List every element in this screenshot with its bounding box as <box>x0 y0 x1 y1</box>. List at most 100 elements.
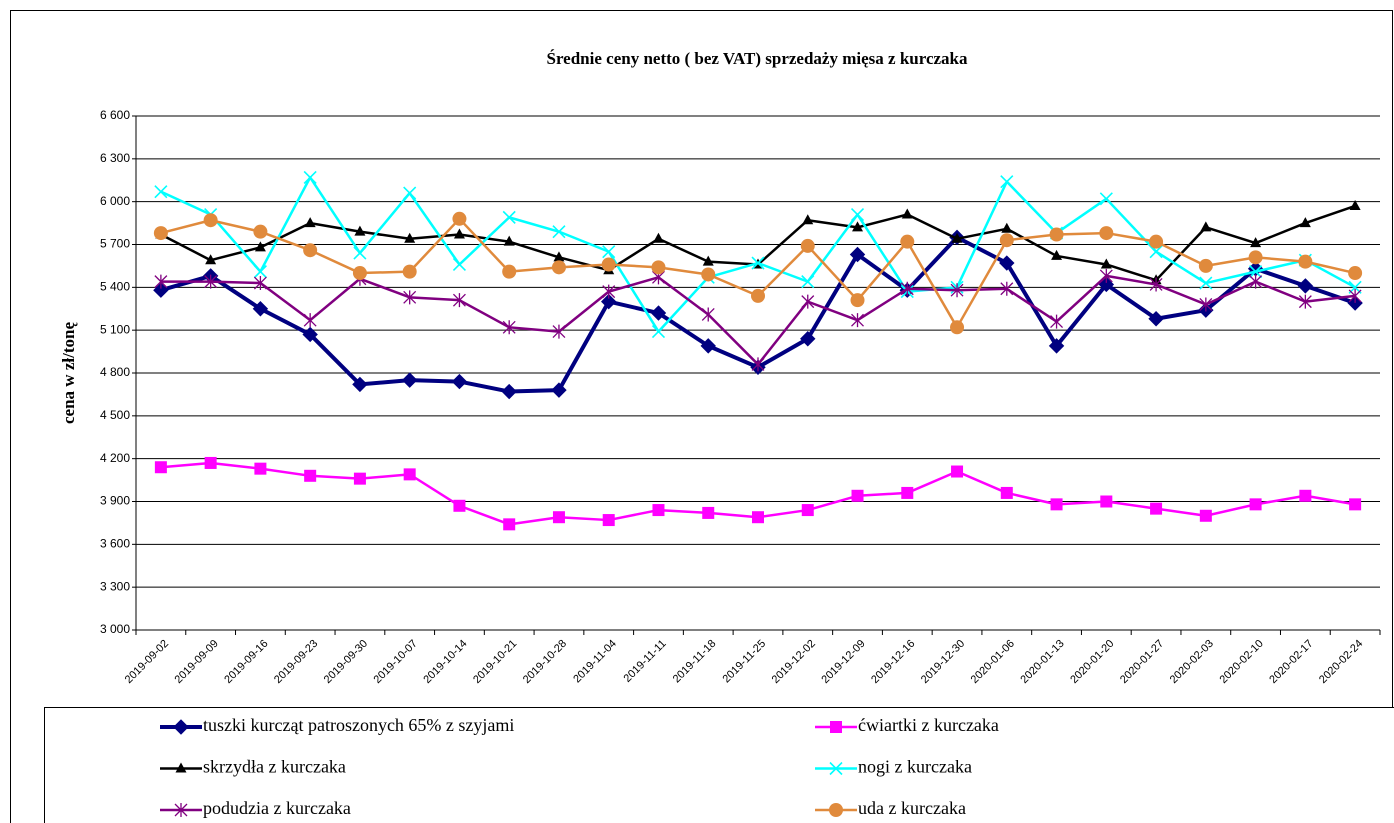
marker <box>852 221 864 232</box>
marker <box>303 313 317 328</box>
marker <box>154 274 168 289</box>
marker <box>701 307 715 322</box>
marker <box>1348 266 1363 281</box>
marker <box>353 246 367 260</box>
y-tick-label: 5 700 <box>100 237 130 251</box>
y-tick-label: 6 000 <box>100 194 130 208</box>
marker <box>403 186 417 200</box>
marker <box>950 320 965 335</box>
marker <box>1249 265 1263 279</box>
legend-label: podudzia z kurczaka <box>203 798 351 818</box>
marker <box>652 504 665 517</box>
marker <box>453 228 465 239</box>
marker <box>403 468 416 481</box>
marker <box>751 256 765 270</box>
marker <box>601 293 617 310</box>
marker <box>851 489 864 502</box>
marker <box>205 254 217 265</box>
marker <box>154 185 168 199</box>
marker <box>1349 199 1361 210</box>
marker <box>551 260 566 275</box>
marker <box>702 506 715 519</box>
marker <box>700 338 716 354</box>
y-tick-label: 3 600 <box>100 537 130 551</box>
marker <box>453 499 466 512</box>
marker <box>801 504 814 517</box>
y-tick-label: 6 300 <box>100 151 130 165</box>
marker <box>900 234 915 249</box>
marker <box>452 211 467 226</box>
legend-label: ćwiartki z kurczaka <box>858 715 999 735</box>
marker <box>254 241 266 252</box>
marker <box>751 357 765 372</box>
marker <box>701 267 716 282</box>
marker <box>850 293 865 308</box>
y-tick-label: 5 100 <box>100 322 130 336</box>
marker <box>1249 498 1262 511</box>
marker <box>552 225 566 239</box>
marker <box>800 331 816 347</box>
marker <box>752 511 764 524</box>
marker <box>402 264 417 279</box>
marker <box>404 232 416 243</box>
marker <box>302 326 318 343</box>
marker <box>353 472 366 485</box>
marker <box>602 245 616 259</box>
marker <box>801 275 815 289</box>
marker <box>352 266 367 281</box>
y-tick-label: 5 400 <box>100 280 130 294</box>
marker <box>652 232 664 243</box>
marker <box>503 518 516 531</box>
marker <box>1299 217 1311 228</box>
marker <box>1149 245 1163 259</box>
marker <box>175 762 187 773</box>
marker <box>203 213 218 228</box>
marker <box>751 288 765 303</box>
marker <box>153 226 168 241</box>
marker <box>1297 278 1314 294</box>
marker <box>552 324 566 339</box>
legend-box <box>44 707 1394 823</box>
marker <box>830 721 842 733</box>
marker <box>304 217 316 228</box>
marker <box>204 274 218 289</box>
marker <box>154 461 167 474</box>
marker <box>900 281 914 296</box>
y-axis-title: cena w zł/tonę <box>59 322 78 424</box>
marker <box>452 293 466 308</box>
marker <box>253 276 267 291</box>
marker <box>1249 274 1263 289</box>
marker <box>253 224 268 239</box>
marker <box>253 265 267 279</box>
marker <box>999 255 1015 271</box>
marker <box>1000 486 1013 499</box>
marker <box>829 803 843 817</box>
marker <box>1348 288 1362 303</box>
marker <box>950 283 964 298</box>
marker <box>800 238 815 253</box>
marker <box>1200 221 1212 232</box>
y-tick-label: 3 300 <box>100 579 130 593</box>
marker <box>551 382 567 398</box>
marker <box>1050 314 1064 329</box>
marker <box>1198 258 1213 273</box>
marker <box>501 383 517 400</box>
marker <box>1048 338 1065 354</box>
marker <box>829 761 843 776</box>
marker <box>401 372 418 388</box>
marker <box>651 325 666 339</box>
marker <box>502 210 516 224</box>
marker <box>352 376 368 393</box>
marker <box>174 803 188 817</box>
marker <box>204 456 217 469</box>
y-tick-label: 6 600 <box>100 108 130 122</box>
marker <box>1099 268 1113 283</box>
y-tick-label: 3 000 <box>100 622 130 636</box>
marker <box>553 251 565 262</box>
marker <box>254 462 267 475</box>
legend-label: tuszki kurcząt patroszonych 65% z szyjam… <box>203 715 514 735</box>
marker <box>1199 509 1212 522</box>
marker <box>602 514 615 527</box>
marker <box>1299 489 1312 502</box>
